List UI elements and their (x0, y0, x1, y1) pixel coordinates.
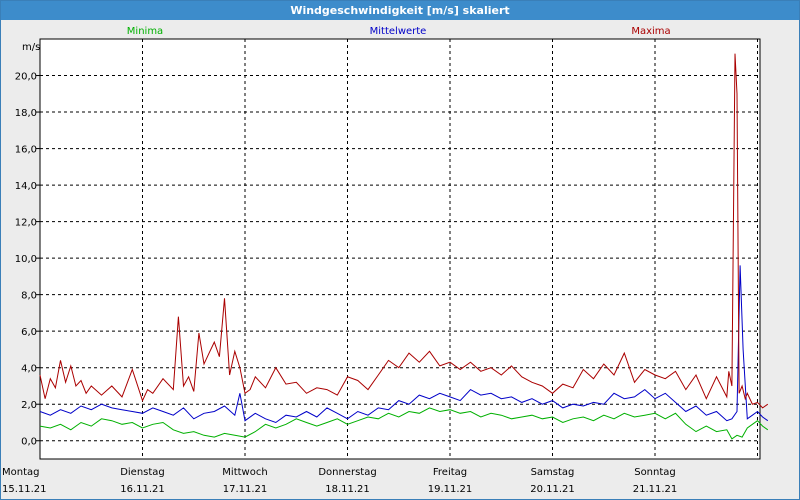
y-tick-label: 6,0 (21, 327, 37, 338)
plot-area (39, 38, 761, 460)
series-line-mittelwerte (39, 265, 769, 424)
series-line-maxima (39, 53, 769, 409)
x-tick-day: Freitag (433, 467, 467, 478)
grid (39, 38, 760, 459)
x-tick-day: Montag (2, 467, 39, 478)
x-tick-day: Donnerstag (318, 467, 376, 478)
legend-maxima: Maxima (631, 26, 670, 37)
x-tick-date: 20.11.21 (530, 484, 575, 495)
legend-mittelwerte: Mittelwerte (370, 26, 427, 37)
y-axis-label: m/s (22, 42, 40, 53)
y-tick-label: 10,0 (15, 254, 37, 265)
x-tick-date: 16.11.21 (120, 484, 165, 495)
y-tick-label: 14,0 (15, 181, 37, 192)
y-tick-label: 16,0 (15, 145, 37, 156)
series-line-minima (39, 407, 769, 440)
y-tick-label: 8,0 (21, 291, 37, 302)
x-tick-date: 18.11.21 (325, 484, 370, 495)
x-tick-date: 15.11.21 (2, 484, 47, 495)
y-tick-label: 2,0 (21, 400, 37, 411)
x-tick-date: 19.11.21 (428, 484, 473, 495)
window-title: Windgeschwindigkeit [m/s] skaliert (1, 1, 799, 20)
y-tick-label: 0,0 (21, 437, 37, 448)
x-tick-day: Samstag (531, 467, 575, 478)
y-tick-label: 12,0 (15, 218, 37, 229)
series-lines (39, 53, 769, 440)
legend-minima: Minima (127, 26, 163, 37)
x-tick-day: Sonntag (634, 467, 676, 478)
y-tick-label: 20,0 (15, 72, 37, 83)
x-axis-ticks: Montag 15.11.21 Dienstag 16.11.21 Mittwoch 17… (2, 467, 677, 495)
x-tick-date: 17.11.21 (223, 484, 268, 495)
x-tick-day: Dienstag (120, 467, 165, 478)
y-tick-label: 18,0 (15, 108, 37, 119)
y-tick-label: 4,0 (21, 364, 37, 375)
y-axis-ticks: 0,0 2,0 4,0 6,0 8,0 10,0 12,0 14,0 16,0 18,0 20,0 (15, 72, 40, 448)
x-tick-day: Mittwoch (222, 467, 267, 478)
x-tick-date: 21.11.21 (633, 484, 678, 495)
